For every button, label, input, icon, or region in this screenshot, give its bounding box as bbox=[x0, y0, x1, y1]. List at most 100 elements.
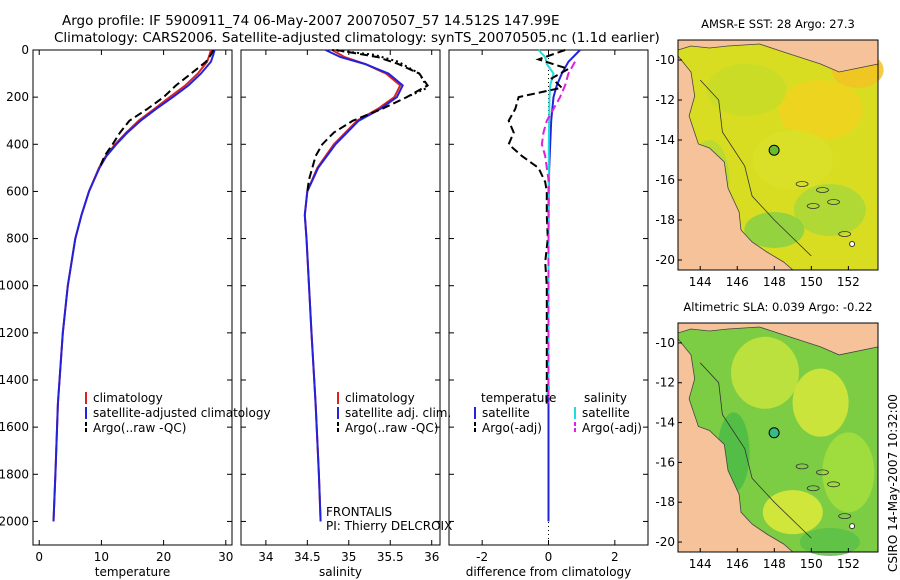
map-x-tick-label: 146 bbox=[726, 557, 749, 571]
y-tick-label: 0 bbox=[21, 43, 29, 57]
legend-satellite-adjusted-label: satellite-adjusted climatology bbox=[93, 406, 271, 420]
map-y-tick-label: -16 bbox=[655, 455, 675, 469]
map-frame-sla bbox=[677, 322, 879, 553]
x-axis-label: temperature bbox=[95, 565, 170, 579]
map-reef-outline bbox=[838, 231, 852, 237]
map-y-tick-label: -14 bbox=[655, 416, 675, 430]
x-tick-label: 36 bbox=[424, 550, 439, 564]
plot-frame-salinity bbox=[240, 49, 441, 546]
x-tick-label: 0 bbox=[545, 550, 553, 564]
map-reef-outline bbox=[816, 469, 829, 476]
y-tick-label: 1200 bbox=[0, 326, 29, 340]
legend-satellite-adj-label: satellite adj. clim. bbox=[345, 406, 451, 420]
argo-float-marker bbox=[768, 427, 780, 439]
map-reef-outline bbox=[806, 203, 820, 209]
x-tick-label: 20 bbox=[156, 550, 171, 564]
x-tick-label: 35 bbox=[341, 550, 356, 564]
map-y-tick-label: -12 bbox=[655, 376, 675, 390]
legend-sal-argo-label: Argo(-adj) bbox=[582, 421, 642, 435]
map-field-patch bbox=[744, 212, 805, 248]
legend-climatology-label: climatology bbox=[345, 391, 415, 405]
map-y-tick-label: -20 bbox=[655, 253, 675, 267]
legend-header-salinity: salinity bbox=[584, 391, 627, 405]
map-field-patch bbox=[792, 368, 849, 437]
map-x-tick-label: 150 bbox=[800, 557, 823, 571]
map-y-tick-label: -16 bbox=[655, 173, 675, 187]
map-islet bbox=[849, 241, 856, 247]
map-x-tick-label: 146 bbox=[726, 275, 749, 289]
map-y-tick-label: -18 bbox=[655, 213, 675, 227]
legend-argo-label: Argo(..raw -QC) bbox=[93, 421, 186, 435]
legend-argo-label: Argo(..raw -QC) bbox=[345, 421, 438, 435]
map-reef-outline bbox=[827, 481, 840, 488]
x-tick-label: -2 bbox=[476, 550, 488, 564]
x-tick-label: 10 bbox=[94, 550, 109, 564]
y-tick-label: 800 bbox=[6, 232, 29, 246]
map-title-sst: AMSR-E SST: 28 Argo: 27.3 bbox=[701, 17, 855, 31]
map-field-patch bbox=[822, 432, 875, 513]
x-tick-label: 0 bbox=[35, 550, 43, 564]
map-y-tick-label: -10 bbox=[655, 336, 675, 350]
map-x-tick-label: 148 bbox=[763, 275, 786, 289]
y-tick-label: 1400 bbox=[0, 373, 29, 387]
map-y-tick-label: -12 bbox=[655, 93, 675, 107]
legend-sal-satellite-label: satellite bbox=[582, 406, 630, 420]
y-tick-label: 1600 bbox=[0, 420, 29, 434]
series-line-salinity bbox=[303, 49, 404, 522]
map-y-tick-label: -10 bbox=[655, 53, 675, 67]
series-line-difference bbox=[507, 49, 571, 404]
map-reef-outline bbox=[795, 463, 809, 470]
map-field-patch bbox=[706, 64, 787, 116]
map-field-patch bbox=[752, 130, 833, 190]
map-reef-outline bbox=[795, 181, 809, 187]
map-islet bbox=[849, 523, 856, 530]
series-line-difference bbox=[540, 61, 576, 404]
y-tick-label: 200 bbox=[6, 90, 29, 104]
series-line-temperature bbox=[52, 49, 216, 522]
map-title-sla: Altimetric SLA: 0.039 Argo: -0.22 bbox=[683, 300, 872, 314]
footer-stamp: CSIRO 14-May-2007 10:32:00 bbox=[886, 394, 900, 572]
x-tick-label: 34.5 bbox=[294, 550, 321, 564]
y-tick-label: 1000 bbox=[0, 279, 29, 293]
map-field-patch bbox=[731, 336, 800, 409]
map-reef-outline bbox=[838, 513, 852, 520]
legend-climatology-label: climatology bbox=[93, 391, 163, 405]
figure-title-line2: Climatology: CARS2006. Satellite-adjuste… bbox=[54, 30, 660, 46]
series-line-temperature bbox=[98, 49, 215, 169]
x-tick-label: 34 bbox=[258, 550, 273, 564]
legend-temp-satellite-label: satellite bbox=[482, 406, 530, 420]
annotation-program: FRONTALIS bbox=[326, 505, 392, 519]
map-x-tick-label: 144 bbox=[689, 275, 712, 289]
legend-header-temperature: temperature bbox=[481, 391, 556, 405]
map-reef-outline bbox=[806, 485, 820, 492]
map-x-tick-label: 144 bbox=[689, 557, 712, 571]
map-x-tick-label: 152 bbox=[837, 275, 860, 289]
x-tick-label: 30 bbox=[218, 550, 233, 564]
x-tick-label: 2 bbox=[611, 550, 619, 564]
map-frame-sst bbox=[677, 39, 879, 271]
map-x-tick-label: 148 bbox=[763, 557, 786, 571]
series-line-salinity bbox=[306, 49, 430, 192]
land-australia bbox=[677, 337, 794, 553]
map-field-patch bbox=[762, 490, 823, 535]
map-y-tick-label: -18 bbox=[655, 495, 675, 509]
map-field-patch bbox=[778, 80, 863, 140]
map-depth-contour bbox=[699, 362, 812, 539]
map-depth-contour bbox=[699, 79, 812, 257]
map-y-tick-label: -14 bbox=[655, 133, 675, 147]
map-reef-outline bbox=[816, 187, 829, 193]
x-tick-label: 35.5 bbox=[377, 550, 404, 564]
legend-temp-argo-label: Argo(-adj) bbox=[482, 421, 542, 435]
annotation-pi: PI: Thierry DELCROIX bbox=[326, 519, 452, 533]
map-y-tick-label: -20 bbox=[655, 535, 675, 549]
argo-float-marker bbox=[768, 144, 780, 156]
map-field-patch bbox=[793, 184, 866, 236]
plot-frame-temperature bbox=[32, 49, 233, 546]
map-x-tick-label: 150 bbox=[800, 275, 823, 289]
map-reef-outline bbox=[827, 199, 840, 205]
map-x-tick-label: 152 bbox=[837, 557, 860, 571]
figure-title-line1: Argo profile: IF 5900911_74 06-May-2007 … bbox=[62, 13, 560, 29]
y-tick-label: 600 bbox=[6, 184, 29, 198]
map-field-patch bbox=[799, 528, 860, 557]
